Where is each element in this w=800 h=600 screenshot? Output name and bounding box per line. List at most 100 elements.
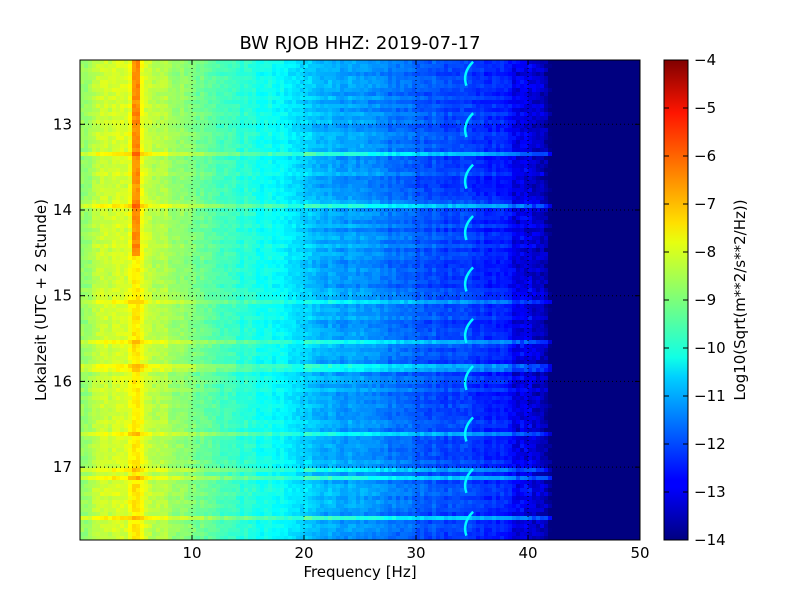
heatmap-cell bbox=[308, 124, 313, 129]
heatmap-cell bbox=[236, 200, 241, 205]
heatmap-cell bbox=[568, 88, 573, 93]
heatmap-cell bbox=[216, 132, 221, 137]
heatmap-cell bbox=[628, 124, 633, 129]
heatmap-cell bbox=[344, 156, 349, 161]
heatmap-cell bbox=[472, 152, 477, 157]
heatmap-cell bbox=[540, 100, 545, 105]
heatmap-cell bbox=[596, 120, 601, 125]
heatmap-cell bbox=[372, 100, 377, 105]
heatmap-cell bbox=[608, 72, 613, 77]
heatmap-cell bbox=[484, 88, 489, 93]
heatmap-cell bbox=[588, 88, 593, 93]
heatmap-cell bbox=[208, 172, 213, 177]
heatmap-cell bbox=[368, 156, 373, 161]
heatmap-cell bbox=[80, 100, 85, 105]
heatmap-cell bbox=[488, 76, 493, 81]
heatmap-cell bbox=[156, 124, 161, 129]
heatmap-cell bbox=[424, 168, 429, 173]
heatmap-cell bbox=[528, 108, 533, 113]
heatmap-cell bbox=[384, 100, 389, 105]
heatmap-cell bbox=[248, 152, 253, 157]
heatmap-cell bbox=[480, 80, 485, 85]
heatmap-cell bbox=[576, 124, 581, 129]
heatmap-cell bbox=[100, 68, 105, 73]
heatmap-cell bbox=[424, 184, 429, 189]
heatmap-cell bbox=[240, 196, 245, 201]
heatmap-cell bbox=[368, 168, 373, 173]
heatmap-cell bbox=[532, 144, 537, 149]
heatmap-cell bbox=[112, 180, 117, 185]
heatmap-cell bbox=[492, 132, 497, 137]
heatmap-cell bbox=[476, 164, 481, 169]
heatmap-cell bbox=[216, 188, 221, 193]
heatmap-cell bbox=[412, 96, 417, 101]
heatmap-cell bbox=[244, 64, 249, 69]
heatmap-cell bbox=[448, 88, 453, 93]
heatmap-cell bbox=[96, 188, 101, 193]
heatmap-cell bbox=[292, 80, 297, 85]
heatmap-cell bbox=[228, 116, 233, 121]
heatmap-cell bbox=[468, 132, 473, 137]
heatmap-cell bbox=[276, 156, 281, 161]
heatmap-cell bbox=[144, 128, 149, 133]
heatmap-cell bbox=[140, 148, 145, 153]
heatmap-cell bbox=[228, 160, 233, 165]
heatmap-cell bbox=[508, 152, 513, 157]
heatmap-cell bbox=[124, 120, 129, 125]
heatmap-cell bbox=[148, 160, 153, 165]
heatmap-cell bbox=[580, 88, 585, 93]
heatmap-cell bbox=[340, 84, 345, 89]
heatmap-cell bbox=[572, 84, 577, 89]
heatmap-cell bbox=[480, 188, 485, 193]
heatmap-cell bbox=[456, 128, 461, 133]
heatmap-cell bbox=[580, 172, 585, 177]
heatmap-cell bbox=[412, 116, 417, 121]
heatmap-cell bbox=[236, 108, 241, 113]
heatmap-cell bbox=[452, 196, 457, 201]
heatmap-cell bbox=[288, 104, 293, 109]
heatmap-cell bbox=[384, 132, 389, 137]
heatmap-cell bbox=[432, 76, 437, 81]
heatmap-cell bbox=[416, 176, 421, 181]
heatmap-cell bbox=[544, 96, 549, 101]
heatmap-cell bbox=[484, 108, 489, 113]
heatmap-cell bbox=[136, 148, 141, 153]
heatmap-cell bbox=[556, 196, 561, 201]
heatmap-cell bbox=[328, 100, 333, 105]
heatmap-cell bbox=[124, 88, 129, 93]
heatmap-cell bbox=[92, 100, 97, 105]
heatmap-cell bbox=[288, 124, 293, 129]
heatmap-cell bbox=[80, 72, 85, 77]
heatmap-cell bbox=[520, 88, 525, 93]
heatmap-cell bbox=[340, 128, 345, 133]
heatmap-cell bbox=[192, 64, 197, 69]
heatmap-cell bbox=[108, 108, 113, 113]
heatmap-cell bbox=[544, 184, 549, 189]
heatmap-cell bbox=[424, 148, 429, 153]
heatmap-cell bbox=[440, 132, 445, 137]
heatmap-cell bbox=[332, 140, 337, 145]
heatmap-cell bbox=[620, 64, 625, 69]
heatmap-cell bbox=[632, 188, 637, 193]
heatmap-cell bbox=[328, 128, 333, 133]
heatmap-cell bbox=[200, 188, 205, 193]
heatmap-cell bbox=[352, 140, 357, 145]
heatmap-cell bbox=[188, 76, 193, 81]
heatmap-cell bbox=[428, 68, 433, 73]
heatmap-cell bbox=[340, 144, 345, 149]
heatmap-cell bbox=[368, 68, 373, 73]
heatmap-cell bbox=[572, 120, 577, 125]
heatmap-cell bbox=[196, 132, 201, 137]
heatmap-cell bbox=[276, 76, 281, 81]
heatmap-cell bbox=[524, 180, 529, 185]
heatmap-cell bbox=[460, 176, 465, 181]
heatmap-cell bbox=[572, 64, 577, 69]
heatmap-cell bbox=[236, 172, 241, 177]
heatmap-cell bbox=[492, 120, 497, 125]
heatmap-cell bbox=[524, 96, 529, 101]
heatmap-cell bbox=[116, 184, 121, 189]
heatmap-cell bbox=[464, 108, 469, 113]
heatmap-cell bbox=[196, 92, 201, 97]
heatmap-cell bbox=[492, 104, 497, 109]
heatmap-cell bbox=[528, 136, 533, 141]
